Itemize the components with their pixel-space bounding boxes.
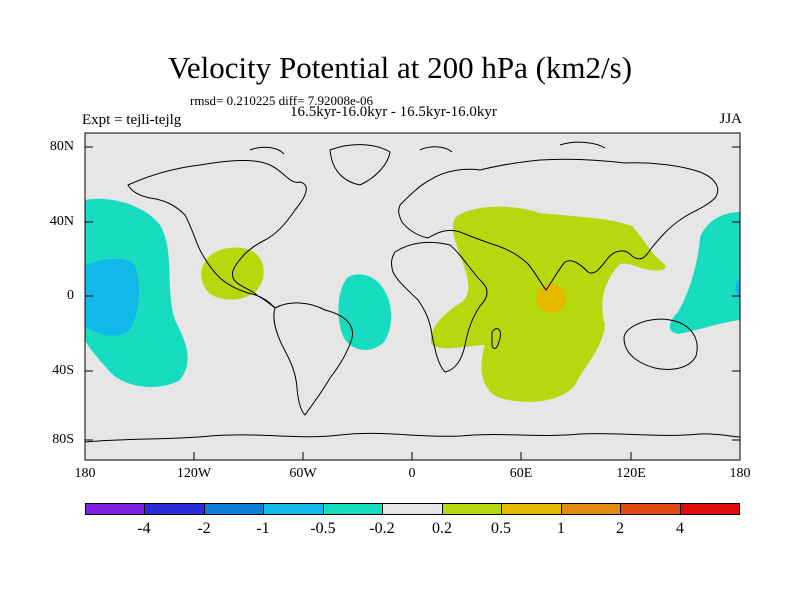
- colorbar-label: 4: [676, 520, 684, 537]
- colorbar-label: 2: [616, 520, 624, 537]
- lon-label-0: 0: [408, 466, 416, 481]
- coast-arctic-islands: [249, 141, 606, 155]
- colorbar-swatch: [264, 504, 324, 514]
- colorbar-swatch: [145, 504, 205, 514]
- coast-greenland: [329, 144, 391, 186]
- colorbar-swatch: [442, 504, 503, 514]
- coast-south-america: [273, 302, 354, 416]
- anomaly-pacific-east: [669, 212, 740, 334]
- experiment-label: Expt = tejli-tejlg: [82, 112, 182, 128]
- colorbar: [85, 503, 740, 515]
- map-background: [85, 133, 740, 460]
- anomaly-atlantic: [338, 274, 392, 350]
- colorbar-swatch: [204, 504, 265, 514]
- colorbar-swatch: [502, 504, 562, 514]
- colorbar-label: 0.5: [491, 520, 511, 537]
- lat-label-40s: 40S: [52, 363, 74, 378]
- lon-label-180e: 180: [729, 466, 751, 481]
- colorbar-swatch: [561, 504, 622, 514]
- coastlines: [84, 141, 741, 443]
- lon-label-180w: 180: [74, 466, 96, 481]
- colorbar-label: -4: [137, 520, 151, 537]
- coast-north-america: [127, 159, 307, 309]
- colorbar-label: 1: [557, 520, 565, 537]
- lat-label-80n: 80N: [49, 139, 74, 154]
- lat-ticks: [85, 146, 740, 441]
- lat-label-40n: 40N: [49, 214, 74, 229]
- colorbar-swatch: [621, 504, 681, 514]
- anomaly-pacific-east-core: [735, 278, 740, 298]
- colorbar-label: 0.2: [432, 520, 452, 537]
- anomaly-pacific-west-core: [85, 258, 140, 336]
- coast-australia: [623, 318, 698, 370]
- lon-ticks: [84, 452, 741, 460]
- lon-label-120w: 120W: [176, 466, 212, 481]
- stats-line: rmsd= 0.210225 diff= 7.92008e-06: [190, 93, 374, 108]
- lon-label-120e: 120E: [616, 466, 646, 481]
- period-subtitle: 16.5kyr-16.0kyr - 16.5kyr-16.0kyr: [290, 104, 497, 120]
- colorbar-label: -0.2: [369, 520, 395, 537]
- colorbar-label: -2: [197, 520, 211, 537]
- coast-eurasia: [398, 158, 719, 291]
- coast-africa: [391, 241, 488, 373]
- colorbar-label: -0.5: [310, 520, 336, 537]
- colorbar-swatch: [383, 504, 443, 514]
- colorbar-swatch: [680, 504, 739, 514]
- lat-label-0: 0: [67, 288, 74, 303]
- coast-antarctica: [84, 432, 741, 443]
- coast-madagascar: [491, 328, 501, 349]
- lat-label-80s: 80S: [52, 432, 74, 447]
- season-label: JJA: [719, 111, 742, 127]
- colorbar-swatch: [323, 504, 384, 514]
- colorbar-label: -1: [256, 520, 270, 537]
- colorbar-swatch: [86, 504, 146, 514]
- chart-title: Velocity Potential at 200 hPa (km2/s): [167, 50, 633, 85]
- lon-label-60e: 60E: [509, 466, 533, 481]
- anomaly-india-core: [536, 283, 566, 314]
- lon-label-60w: 60W: [289, 466, 317, 481]
